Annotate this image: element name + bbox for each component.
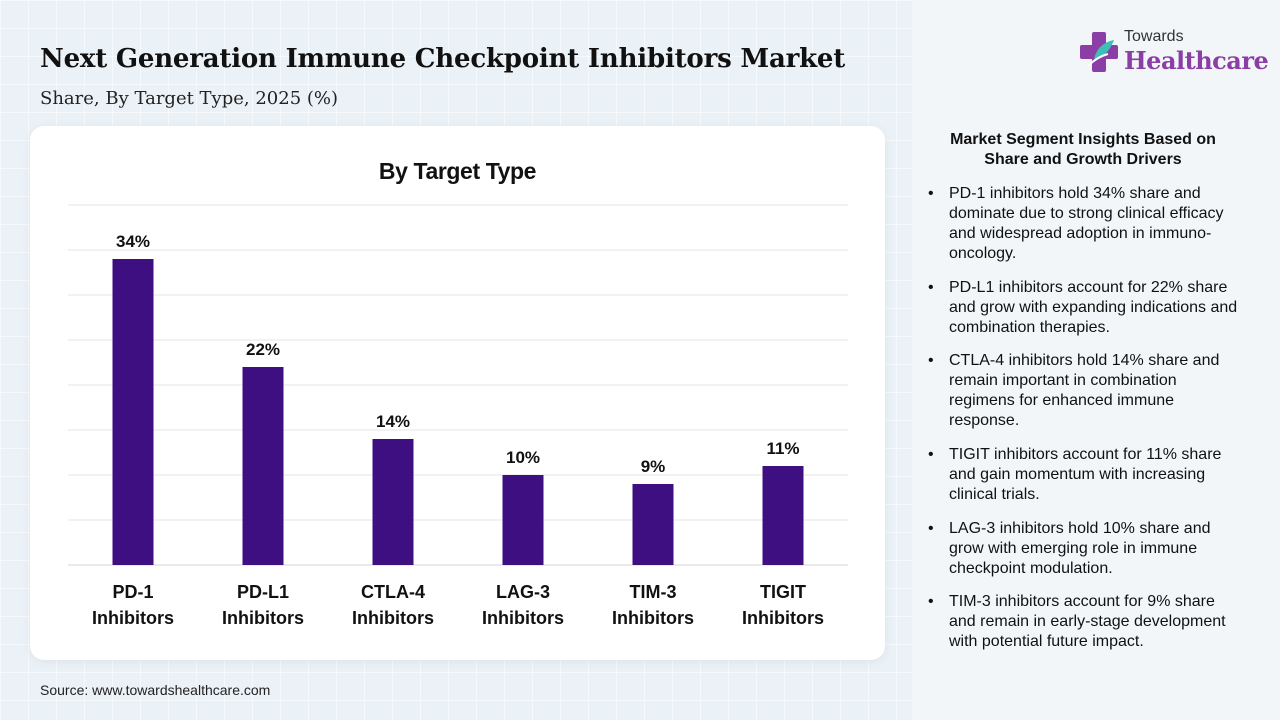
chart-card (30, 126, 885, 660)
x-tick-label: PD-L1 (237, 582, 289, 602)
insight-item: PD-L1 inhibitors account for 22% share a… (928, 278, 1246, 338)
x-tick-label: TIM-3 (630, 582, 677, 602)
x-tick-label: Inhibitors (482, 608, 564, 628)
x-tick-label: LAG-3 (496, 582, 550, 602)
data-label: 9% (641, 457, 666, 476)
insight-item: CTLA-4 inhibitors hold 14% share and rem… (928, 351, 1246, 431)
x-tick-label: PD-1 (112, 582, 153, 602)
x-tick-label: CTLA-4 (361, 582, 425, 602)
data-label: 10% (506, 448, 540, 467)
bar (632, 484, 674, 565)
bar-chart: 34% PD-1 Inhibitors 22% PD-L1 Inhibitors 14% CT… (68, 204, 848, 628)
bar (112, 259, 154, 565)
insight-item: LAG-3 inhibitors hold 10% share and grow… (928, 519, 1246, 579)
insight-item: TIM-3 inhibitors account for 9% share an… (928, 592, 1246, 652)
insight-item: PD-1 inhibitors hold 34% share and domin… (928, 184, 1246, 264)
bar (502, 475, 544, 565)
page-title: Next Generation Immune Checkpoint Inhibi… (40, 44, 846, 74)
x-tick-label: Inhibitors (352, 608, 434, 628)
towards-healthcare-logo: Towards Healthcare (1080, 28, 1269, 80)
x-tick-label: Inhibitors (222, 608, 304, 628)
insights-title: Market Segment Insights Based on Share a… (950, 131, 1216, 168)
data-label: 14% (376, 412, 410, 431)
x-tick-label: Inhibitors (612, 608, 694, 628)
logo-text-big: Healthcare (1124, 46, 1269, 75)
x-tick-label: Inhibitors (742, 608, 824, 628)
bar (372, 439, 414, 565)
chart-title: By Target Type (378, 158, 537, 184)
data-label: 34% (116, 232, 150, 251)
x-tick-label: Inhibitors (92, 608, 174, 628)
data-label: 11% (766, 439, 799, 458)
bar (242, 367, 284, 565)
x-tick-label: TIGIT (760, 582, 806, 602)
medical-cross-icon (1080, 32, 1118, 72)
logo-text-small: Towards (1124, 28, 1184, 45)
insight-item: TIGIT inhibitors account for 11% share a… (928, 445, 1246, 505)
data-label: 22% (246, 340, 280, 359)
bar (762, 466, 804, 565)
page-subtitle: Share, By Target Type, 2025 (%) (40, 88, 339, 109)
source-note: Source: www.towardshealthcare.com (40, 682, 271, 698)
insights-list: PD-1 inhibitors hold 34% share and domin… (928, 184, 1246, 666)
